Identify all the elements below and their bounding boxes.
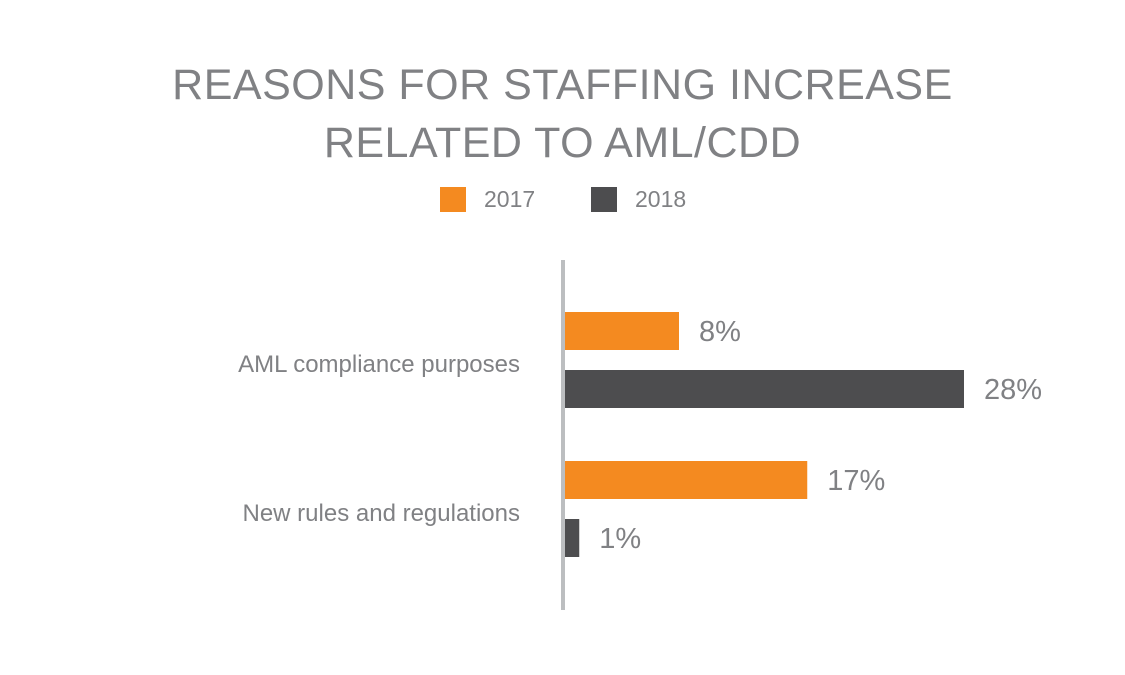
legend-swatch-2018 (591, 187, 617, 212)
bar-2018-aml-compliance (565, 370, 964, 408)
chart-title-line-1: REASONS FOR STAFFING INCREASE (172, 61, 953, 109)
category-label-new-rules: New rules and regulations (243, 500, 521, 527)
bar-2017-new-rules (565, 461, 808, 499)
legend-item-2017: 2017 (440, 186, 535, 213)
legend: 2017 2018 (0, 186, 1125, 214)
category-label-aml-compliance: AML compliance purposes (238, 351, 520, 378)
chart-title: REASONS FOR STAFFING INCREASE RELATED TO… (0, 56, 1125, 172)
bar-2018-new-rules (565, 519, 580, 557)
bar-2017-aml-compliance (565, 312, 679, 350)
value-label-2017-aml-compliance: 8% (699, 316, 741, 348)
legend-label-2017: 2017 (484, 186, 536, 212)
legend-item-2018: 2018 (591, 186, 686, 213)
value-label-2017-new-rules: 17% (827, 465, 885, 497)
legend-swatch-2017 (440, 187, 466, 212)
chart-title-line-2: RELATED TO AML/CDD (323, 119, 802, 167)
legend-label-2018: 2018 (635, 186, 687, 212)
value-label-2018-new-rules: 1% (599, 523, 641, 555)
value-label-2018-aml-compliance: 28% (984, 374, 1042, 406)
